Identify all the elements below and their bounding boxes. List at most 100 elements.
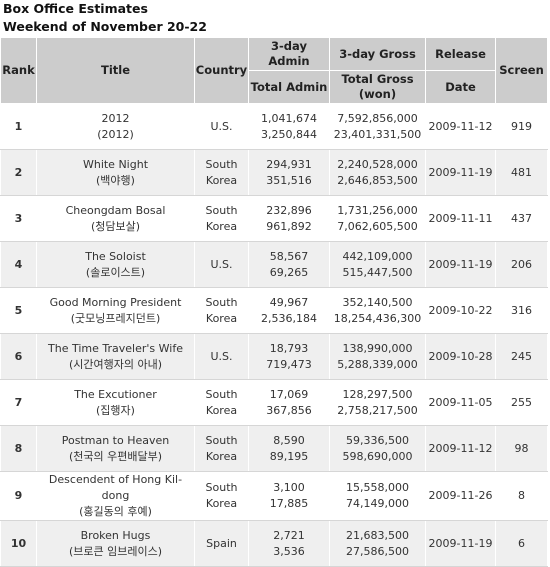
title-kr: (집행자) — [96, 403, 135, 417]
gross-cell: 442,109,000 515,447,500 — [329, 241, 426, 288]
screen-cell: 316 — [495, 287, 548, 334]
admin-total: 17,885 — [269, 497, 309, 510]
gross-3day: 59,336,500 — [346, 433, 409, 447]
title-kr: (백야행) — [96, 173, 135, 187]
table-row: 4 The Soloist (솔로이스트) U.S. 58,567 69,265 4… — [0, 241, 548, 288]
admin-total: 351,516 — [266, 173, 312, 187]
title-en: The Time Traveler's Wife — [48, 341, 183, 355]
admin-3day: 49,967 — [269, 295, 309, 309]
gross-cell: 7,592,856,000 23,401,331,500 — [329, 103, 426, 150]
col-header-rank: Rank — [0, 37, 37, 104]
col-header-admin-3day: 3-day Admin — [248, 37, 330, 71]
col-header-title: Title — [36, 37, 195, 104]
screen-cell: 437 — [495, 195, 548, 242]
release-date-cell: 2009-10-22 — [425, 287, 496, 334]
heading-block: Box Office Estimates Weekend of November… — [3, 0, 207, 36]
gross-3day: 128,297,500 — [342, 387, 413, 401]
admin-3day: 8,590 — [273, 433, 305, 447]
admin-cell: 18,793 719,473 — [248, 333, 330, 380]
gross-cell: 138,990,000 5,288,339,000 — [329, 333, 426, 380]
gross-3day: 2,240,528,000 — [337, 157, 418, 171]
title-kr: (청담보살) — [90, 219, 141, 233]
col-header-release-1: Release — [425, 37, 496, 71]
release-date-cell: 2009-11-19 — [425, 149, 496, 196]
col-header-country: Country — [194, 37, 249, 104]
gross-3day: 21,683,500 — [346, 528, 409, 542]
rank-cell: 6 — [0, 333, 37, 380]
screen-cell: 98 — [495, 425, 548, 472]
gross-cell: 128,297,500 2,758,217,500 — [329, 379, 426, 426]
title-cell: 2012 (2012) — [36, 103, 195, 150]
gross-total: 2,758,217,500 — [337, 403, 418, 417]
admin-3day: 18,793 — [269, 341, 309, 355]
rank-cell: 7 — [0, 379, 37, 426]
page-title: Box Office Estimates — [3, 1, 148, 16]
gross-3day: 352,140,500 — [342, 295, 413, 309]
screen-cell: 6 — [495, 520, 548, 567]
gross-3day: 442,109,000 — [342, 249, 413, 263]
admin-total: 3,536 — [273, 544, 305, 558]
release-date-cell: 2009-10-28 — [425, 333, 496, 380]
gross-3day: 7,592,856,000 — [337, 111, 418, 125]
gross-3day: 15,558,000 — [346, 481, 409, 494]
table-row: 3 Cheongdam Bosal (청담보살) South Korea 232,… — [0, 195, 548, 242]
gross-total: 5,288,339,000 — [337, 357, 418, 371]
release-date-cell: 2009-11-19 — [425, 520, 496, 567]
rank-cell: 8 — [0, 425, 37, 472]
title-cell: The Excutioner (집행자) — [36, 379, 195, 426]
gross-cell: 59,336,500 598,690,000 — [329, 425, 426, 472]
screen-cell: 245 — [495, 333, 548, 380]
box-office-table: Rank Title Country 3-day Admin 3-day Gro… — [0, 37, 548, 567]
table-row: 1 2012 (2012) U.S. 1,041,674 3,250,844 7,5… — [0, 103, 548, 150]
gross-total: 27,586,500 — [346, 544, 409, 558]
table-row: 8 Postman to Heaven (천국의 우편배달부) South Kor… — [0, 425, 548, 472]
rank-cell: 5 — [0, 287, 37, 334]
country-cell: Spain — [194, 520, 249, 567]
table-row: 2 White Night (백야행) South Korea 294,931 35… — [0, 149, 548, 196]
title-cell: The Soloist (솔로이스트) — [36, 241, 195, 288]
title-kr: (천국의 우편배달부) — [68, 449, 163, 463]
admin-total: 2,536,184 — [261, 311, 317, 325]
title-en: Good Morning President — [49, 295, 182, 309]
screen-cell: 481 — [495, 149, 548, 196]
gross-cell: 21,683,500 27,586,500 — [329, 520, 426, 567]
release-date-cell: 2009-11-12 — [425, 425, 496, 472]
table-row: 5 Good Morning President (굿모닝프레지던트) South… — [0, 287, 548, 334]
admin-cell: 1,041,674 3,250,844 — [248, 103, 330, 150]
title-cell: Broken Hugs (브로큰 임브레이스) — [36, 520, 195, 567]
col-header-gross-total: Total Gross (won) — [329, 70, 426, 104]
country-cell: South Korea — [194, 471, 249, 521]
country-cell: South Korea — [194, 379, 249, 426]
country-cell: U.S. — [194, 103, 249, 150]
col-header-release-2: Date — [425, 70, 496, 104]
admin-3day: 3,100 — [273, 481, 305, 494]
admin-3day: 1,041,674 — [261, 111, 317, 125]
col-header-gross-3day: 3-day Gross — [329, 37, 426, 71]
admin-total: 961,892 — [266, 219, 312, 233]
title-en: White Night — [82, 157, 149, 171]
gross-cell: 15,558,000 74,149,000 — [329, 471, 426, 521]
rank-cell: 2 — [0, 149, 37, 196]
title-kr: (시간여행자의 아내) — [68, 357, 163, 371]
country-cell: South Korea — [194, 287, 249, 334]
screen-cell: 255 — [495, 379, 548, 426]
gross-total: 23,401,331,500 — [333, 127, 422, 141]
rank-cell: 3 — [0, 195, 37, 242]
title-en: Cheongdam Bosal — [65, 203, 166, 217]
title-kr: (브로큰 임브레이스) — [68, 544, 163, 558]
admin-3day: 58,567 — [269, 249, 309, 263]
gross-cell: 352,140,500 18,254,436,300 — [329, 287, 426, 334]
gross-3day: 1,731,256,000 — [337, 203, 418, 217]
release-date-cell: 2009-11-11 — [425, 195, 496, 242]
page-subtitle: Weekend of November 20-22 — [3, 19, 207, 34]
admin-cell: 3,100 17,885 — [248, 471, 330, 521]
rank-cell: 9 — [0, 471, 37, 521]
title-en: Broken Hugs — [80, 528, 151, 542]
release-date-cell: 2009-11-19 — [425, 241, 496, 288]
table-row: 7 The Excutioner (집행자) South Korea 17,069… — [0, 379, 548, 426]
rank-cell: 10 — [0, 520, 37, 567]
screen-cell: 8 — [495, 471, 548, 521]
title-cell: The Time Traveler's Wife (시간여행자의 아내) — [36, 333, 195, 380]
col-header-admin-total: Total Admin — [248, 70, 330, 104]
